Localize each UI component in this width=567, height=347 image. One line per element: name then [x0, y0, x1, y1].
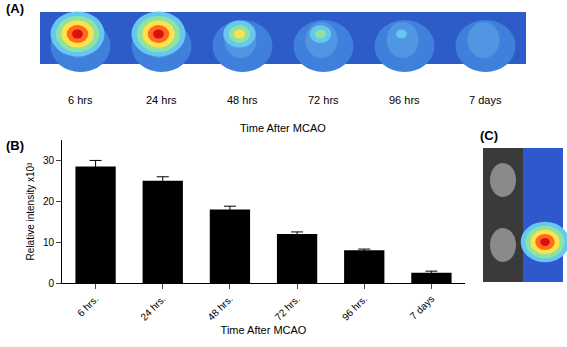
svg-text:0: 0 — [48, 278, 54, 289]
svg-text:30: 30 — [43, 155, 55, 166]
svg-text:Time After MCAO: Time After MCAO — [221, 324, 307, 336]
svg-text:72 hrs: 72 hrs — [308, 94, 339, 106]
svg-text:7 days: 7 days — [408, 293, 437, 322]
svg-text:7 days: 7 days — [469, 94, 502, 106]
svg-text:96 hrs: 96 hrs — [389, 94, 420, 106]
svg-text:48 hrs.: 48 hrs. — [205, 293, 234, 322]
svg-text:72 hrs.: 72 hrs. — [273, 293, 302, 322]
svg-text:(B): (B) — [6, 138, 24, 153]
svg-text:Time After MCAO: Time After MCAO — [240, 122, 326, 134]
svg-text:(A): (A) — [6, 1, 24, 16]
svg-text:Relative intensity x10³: Relative intensity x10³ — [25, 162, 36, 260]
svg-text:6 hrs: 6 hrs — [68, 94, 93, 106]
svg-text:48 hrs: 48 hrs — [227, 94, 258, 106]
svg-text:96 hrs.: 96 hrs. — [340, 293, 369, 322]
svg-text:(C): (C) — [480, 128, 498, 143]
svg-text:20: 20 — [43, 196, 55, 207]
svg-text:24 hrs: 24 hrs — [146, 94, 177, 106]
svg-text:6 hrs.: 6 hrs. — [75, 293, 100, 318]
svg-text:24 hrs.: 24 hrs. — [138, 293, 167, 322]
svg-text:10: 10 — [43, 237, 55, 248]
